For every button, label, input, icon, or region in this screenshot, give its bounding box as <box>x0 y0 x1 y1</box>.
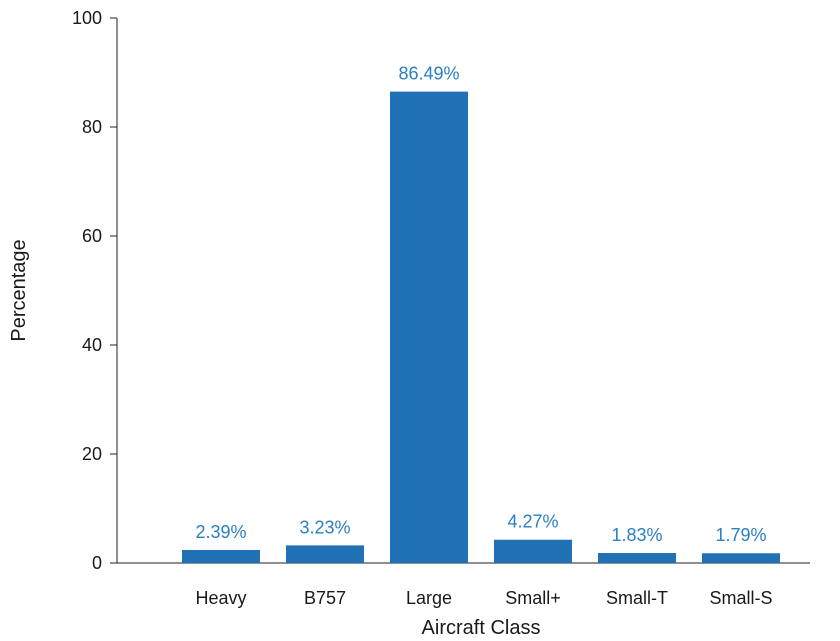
data-label: 2.39% <box>195 522 246 542</box>
bar-small-s <box>702 553 780 563</box>
bar-small- <box>494 539 572 563</box>
y-axis: 0 20 40 60 80 100 <box>72 8 118 573</box>
data-label: 1.79% <box>715 525 766 545</box>
x-axis: Heavy B757 Large Small+ Small-T Small-S <box>117 562 810 608</box>
y-tick-label: 100 <box>72 8 102 28</box>
y-tick-label: 20 <box>82 444 102 464</box>
x-tick-label: Heavy <box>195 588 246 608</box>
x-tick-label: Small-T <box>606 588 668 608</box>
y-tick-label: 0 <box>92 553 102 573</box>
x-axis-title: Aircraft Class <box>422 617 541 639</box>
x-tick-label: B757 <box>304 588 346 608</box>
x-tick-label: Large <box>406 588 452 608</box>
bars <box>182 91 780 563</box>
y-axis-title: Percentage <box>8 239 30 341</box>
data-label: 1.83% <box>611 525 662 545</box>
data-label: 86.49% <box>398 64 459 84</box>
bar-small-t <box>598 553 676 563</box>
y-tick-label: 80 <box>82 117 102 137</box>
bar-heavy <box>182 549 260 563</box>
bar-b757 <box>286 545 364 563</box>
data-labels: 2.39% 3.23% 86.49% 4.27% 1.83% 1.79% <box>195 64 766 546</box>
y-tick-label: 60 <box>82 226 102 246</box>
y-tick-label: 40 <box>82 335 102 355</box>
data-label: 3.23% <box>299 517 350 537</box>
x-tick-label: Small+ <box>505 588 561 608</box>
bar-large <box>390 91 468 563</box>
data-label: 4.27% <box>507 512 558 532</box>
x-tick-label: Small-S <box>709 588 772 608</box>
